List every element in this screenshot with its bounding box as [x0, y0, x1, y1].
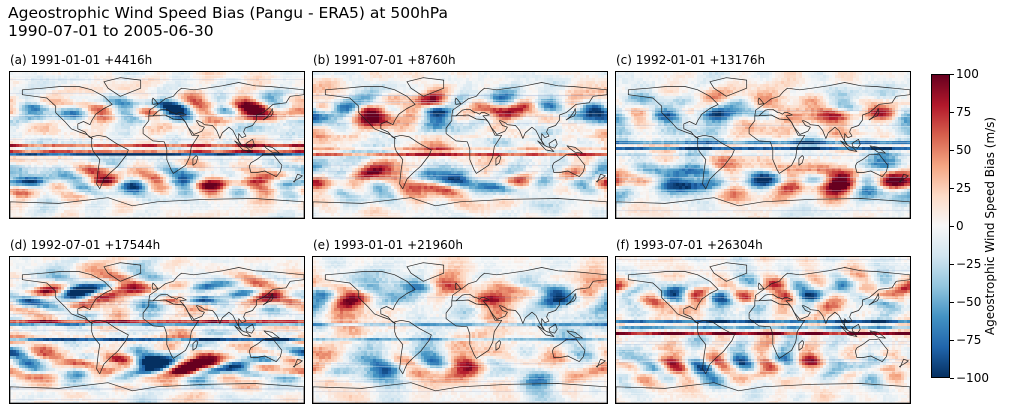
map-field-a	[10, 72, 304, 218]
colorbar-tick-mark	[950, 149, 954, 151]
panel-label-a: (a) 1991-01-01 +4416h	[10, 53, 152, 67]
map-panel-c	[615, 71, 911, 219]
colorbar-tick-label: −25	[956, 258, 981, 270]
colorbar-label: Ageostrophic Wind Speed Bias (m/s)	[983, 117, 997, 335]
map-field-e	[313, 257, 607, 403]
map-field-c	[616, 72, 910, 218]
colorbar-tick-mark	[950, 73, 954, 75]
coastlines	[616, 77, 910, 218]
colorbar-tick-label: −100	[956, 372, 989, 384]
coastlines	[313, 262, 607, 403]
colorbar-tick-label: 0	[956, 220, 964, 232]
map-panel-d	[9, 256, 305, 404]
coastlines	[616, 262, 910, 403]
colorbar-tick-label: 75	[956, 106, 971, 118]
coastlines	[10, 77, 304, 218]
panel-label-d: (d) 1992-07-01 +17544h	[10, 238, 160, 252]
map-panel-a	[9, 71, 305, 219]
figure-title: Ageostrophic Wind Speed Bias (Pangu - ER…	[8, 4, 448, 40]
map-panel-f	[615, 256, 911, 404]
map-field-f	[616, 257, 910, 403]
map-panel-e	[312, 256, 608, 404]
map-field-d	[10, 257, 304, 403]
panel-label-c: (c) 1992-01-01 +13176h	[616, 53, 765, 67]
colorbar-tick-mark	[950, 263, 954, 265]
coastlines	[313, 77, 607, 218]
colorbar-tick-mark	[950, 225, 954, 227]
colorbar-tick-mark	[950, 377, 954, 379]
panel-label-f: (f) 1993-07-01 +26304h	[616, 238, 763, 252]
map-panel-b	[312, 71, 608, 219]
colorbar-tick-mark	[950, 339, 954, 341]
colorbar-tick-label: −75	[956, 334, 981, 346]
panel-label-e: (e) 1993-01-01 +21960h	[313, 238, 463, 252]
colorbar-tick-label: 50	[956, 144, 971, 156]
colorbar-tick-mark	[950, 301, 954, 303]
map-field-b	[313, 72, 607, 218]
coastlines	[10, 262, 304, 403]
colorbar-tick-mark	[950, 187, 954, 189]
panel-label-b: (b) 1991-07-01 +8760h	[313, 53, 456, 67]
colorbar-tick-label: 100	[956, 68, 979, 80]
colorbar-tick-label: 25	[956, 182, 971, 194]
colorbar-tick-label: −50	[956, 296, 981, 308]
colorbar-tick-mark	[950, 111, 954, 113]
colorbar	[931, 74, 950, 378]
